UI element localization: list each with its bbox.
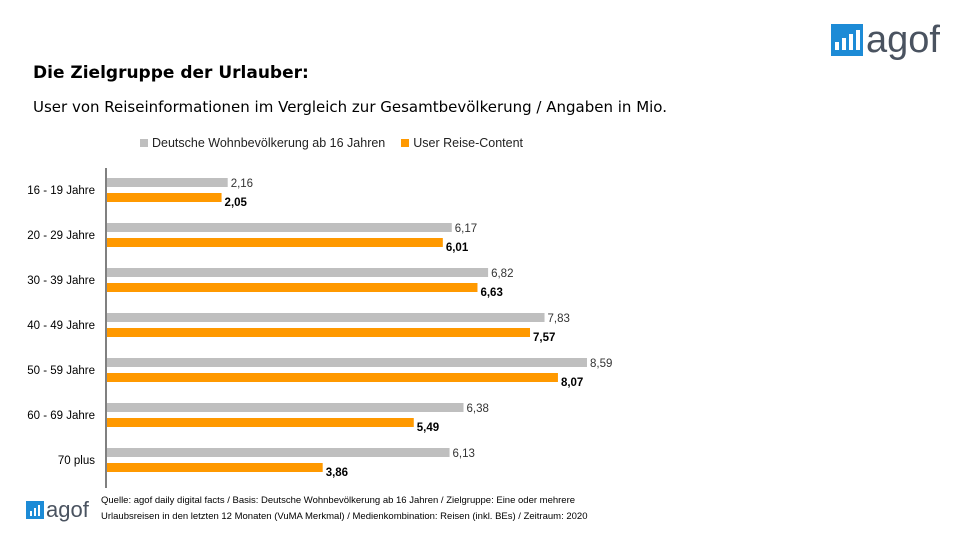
bar-chart-icon — [26, 501, 44, 519]
data-label: 8,07 — [561, 377, 583, 389]
agof-logo: agof — [831, 19, 940, 61]
logo-text: agof — [866, 19, 940, 61]
bar — [107, 283, 478, 292]
data-label: 2,16 — [231, 178, 253, 190]
bar-chart-icon — [831, 24, 863, 56]
footer-logo-text: agof — [46, 497, 89, 522]
bar — [107, 373, 558, 382]
source-line: Urlaubsreisen in den letzten 12 Monaten … — [101, 511, 588, 522]
bar — [107, 268, 489, 277]
bar — [107, 328, 531, 337]
bar — [107, 463, 323, 472]
page-subtitle: User von Reiseinformationen im Vergleich… — [33, 98, 667, 116]
category-label: 16 - 19 Jahre — [27, 185, 95, 197]
category-label: 50 - 59 Jahre — [27, 365, 95, 377]
bar — [107, 193, 222, 202]
category-label: 60 - 69 Jahre — [27, 410, 95, 422]
category-label: 40 - 49 Jahre — [27, 320, 95, 332]
data-label: 6,63 — [480, 287, 502, 299]
source-note: Quelle: agof daily digital facts / Basis… — [101, 493, 587, 525]
bar — [107, 313, 545, 322]
source-line: Quelle: agof daily digital facts / Basis… — [101, 495, 576, 506]
page-title: Die Zielgruppe der Urlauber: — [33, 63, 309, 83]
data-label: 7,57 — [533, 332, 555, 344]
bar — [107, 238, 443, 247]
data-label: 6,13 — [453, 448, 475, 460]
bar — [107, 358, 587, 367]
data-label: 6,17 — [455, 223, 477, 235]
legend-label: Deutsche Wohnbevölkerung ab 16 Jahren — [152, 136, 386, 150]
legend-item: Deutsche Wohnbevölkerung ab 16 Jahren — [140, 136, 385, 150]
data-label: 7,83 — [548, 313, 570, 325]
category-label: 70 plus — [58, 455, 95, 467]
bar — [107, 403, 464, 412]
data-label: 5,49 — [417, 422, 439, 434]
data-label: 6,38 — [467, 403, 489, 415]
data-label: 8,59 — [590, 358, 612, 370]
data-label: 6,82 — [491, 268, 513, 280]
legend-label: User Reise-Content — [413, 136, 524, 150]
data-label: 6,01 — [446, 242, 469, 254]
legend: Deutsche Wohnbevölkerung ab 16 Jahren Us… — [140, 136, 523, 150]
bar — [107, 223, 452, 232]
bar — [107, 178, 228, 187]
bar — [107, 448, 450, 457]
data-label: 3,86 — [326, 467, 348, 479]
bar — [107, 418, 414, 427]
agof-footer-logo: agof — [26, 497, 89, 523]
legend-item: User Reise-Content — [401, 136, 523, 150]
data-label: 2,05 — [225, 197, 248, 209]
category-label: 30 - 39 Jahre — [27, 275, 95, 287]
category-label: 20 - 29 Jahre — [27, 230, 95, 242]
